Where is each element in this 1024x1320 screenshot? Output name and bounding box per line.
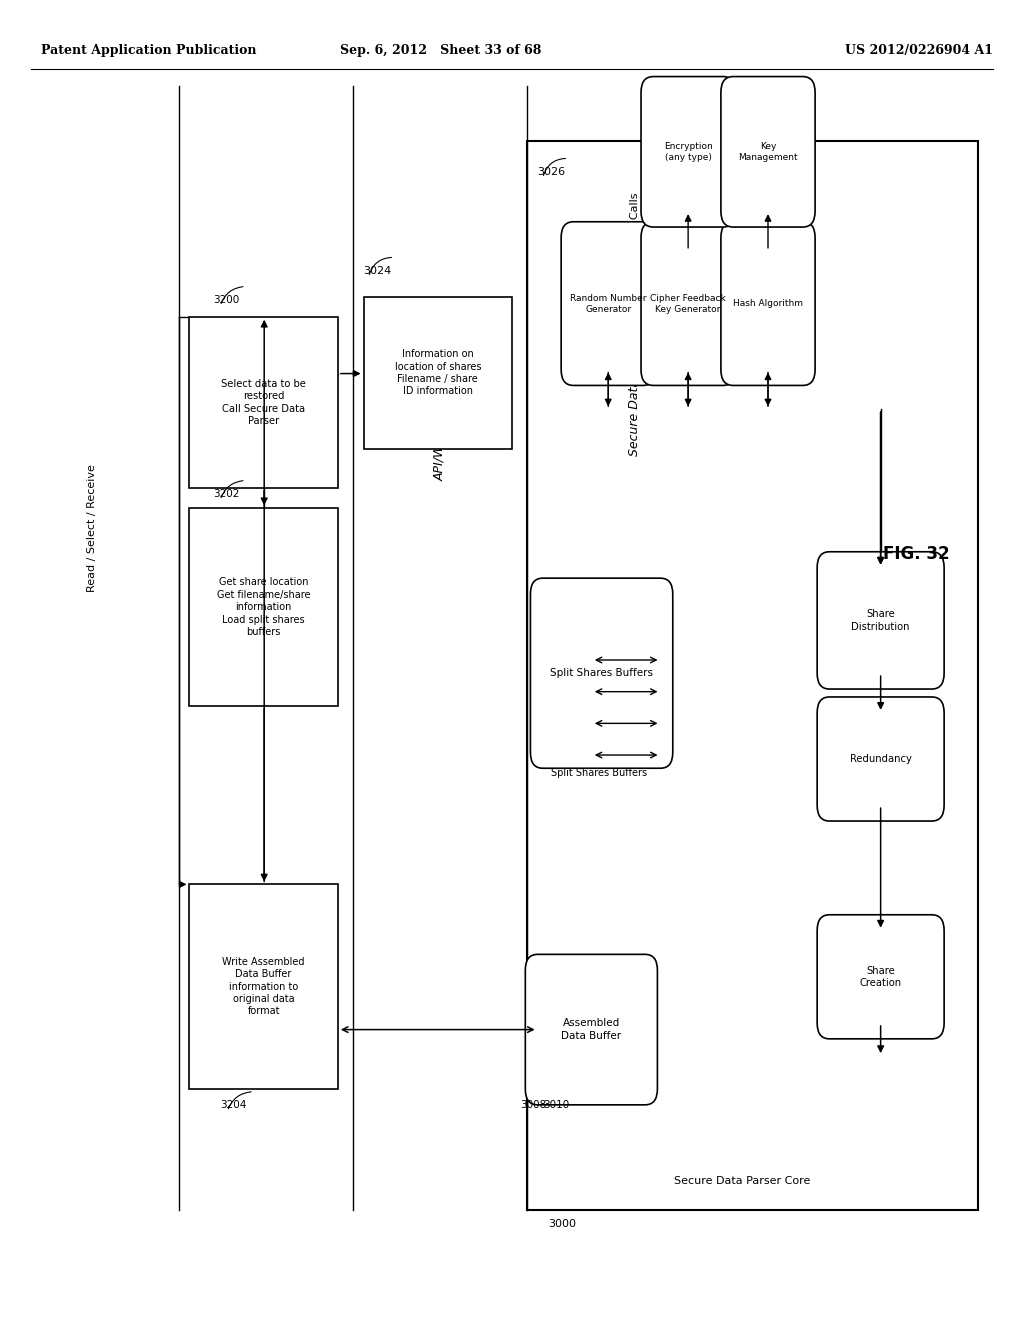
Text: Cipher Feedback
Key Generator: Cipher Feedback Key Generator <box>650 293 726 314</box>
Text: Sep. 6, 2012   Sheet 33 of 68: Sep. 6, 2012 Sheet 33 of 68 <box>340 44 541 57</box>
Text: Split Shares Buffers: Split Shares Buffers <box>550 668 653 678</box>
Text: External Calls: External Calls <box>630 193 640 269</box>
Text: 3200: 3200 <box>213 294 240 305</box>
FancyBboxPatch shape <box>561 222 655 385</box>
FancyBboxPatch shape <box>530 578 673 768</box>
Text: 3204: 3204 <box>220 1100 247 1110</box>
FancyBboxPatch shape <box>641 77 735 227</box>
Text: 3010: 3010 <box>543 1100 569 1110</box>
Bar <box>189 508 338 706</box>
Text: Assembled
Data Buffer: Assembled Data Buffer <box>561 1019 622 1040</box>
Text: Share
Creation: Share Creation <box>859 966 902 987</box>
Bar <box>189 317 338 488</box>
Text: Application Layer: Application Layer <box>260 368 272 477</box>
FancyBboxPatch shape <box>721 222 815 385</box>
Text: Select data to be
restored
Call Secure Data
Parser: Select data to be restored Call Secure D… <box>221 379 306 426</box>
Text: Write Assembled
Data Buffer
information to
original data
format: Write Assembled Data Buffer information … <box>222 957 305 1016</box>
Text: FIG. 32: FIG. 32 <box>883 545 950 564</box>
Text: Get share location
Get filename/share
information
Load split shares
buffers: Get share location Get filename/share in… <box>217 577 310 638</box>
Text: Split Shares Buffers: Split Shares Buffers <box>551 768 647 779</box>
Text: Hash Algorithm: Hash Algorithm <box>733 300 803 308</box>
Text: Information on
location of shares
Filename / share
ID information: Information on location of shares Filena… <box>394 350 481 396</box>
FancyBboxPatch shape <box>721 77 815 227</box>
Bar <box>527 141 978 1210</box>
Text: 3202: 3202 <box>213 488 240 499</box>
FancyBboxPatch shape <box>641 222 735 385</box>
Text: Key
Management: Key Management <box>738 141 798 162</box>
Text: Patent Application Publication: Patent Application Publication <box>41 44 256 57</box>
Text: US 2012/0226904 A1: US 2012/0226904 A1 <box>845 44 993 57</box>
Text: Redundancy: Redundancy <box>850 754 911 764</box>
Bar <box>364 297 512 449</box>
FancyBboxPatch shape <box>817 697 944 821</box>
Text: Share
Distribution: Share Distribution <box>851 610 910 631</box>
FancyBboxPatch shape <box>817 552 944 689</box>
FancyBboxPatch shape <box>817 915 944 1039</box>
Text: Read / Select / Receive: Read / Select / Receive <box>87 465 97 591</box>
Text: Secure Data Parser Core: Secure Data Parser Core <box>674 1176 811 1187</box>
Text: Random Number
Generator: Random Number Generator <box>570 293 646 314</box>
Text: 3008: 3008 <box>520 1100 547 1110</box>
FancyBboxPatch shape <box>525 954 657 1105</box>
Text: API/Wrapper Layer: API/Wrapper Layer <box>434 364 446 480</box>
Text: 3026: 3026 <box>538 166 565 177</box>
Bar <box>189 884 338 1089</box>
Text: Secure Data Parser: Secure Data Parser <box>629 335 641 457</box>
Text: 3024: 3024 <box>364 265 392 276</box>
Text: Encryption
(any type): Encryption (any type) <box>664 141 713 162</box>
Text: 3000: 3000 <box>548 1218 575 1229</box>
